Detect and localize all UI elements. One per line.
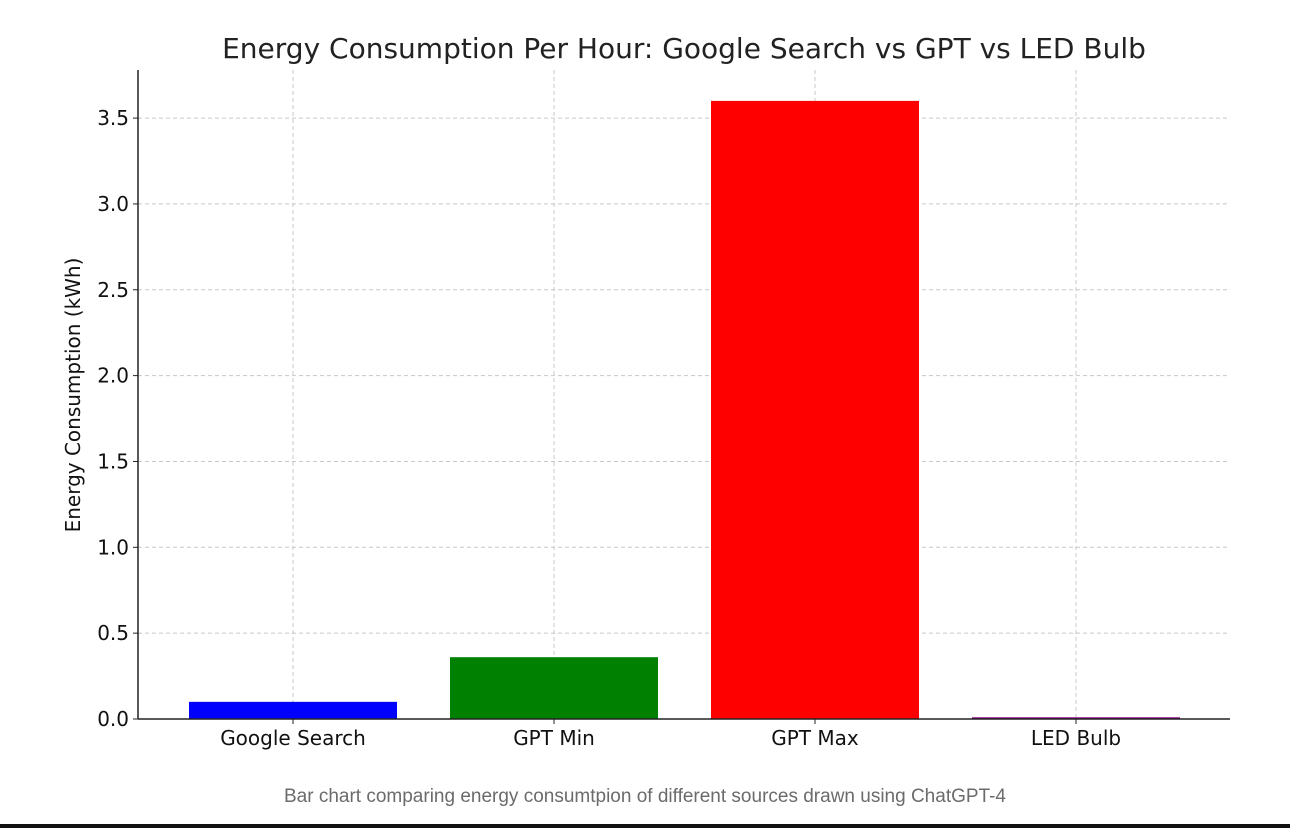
bottom-divider <box>0 824 1290 828</box>
bar-google-search <box>189 701 397 719</box>
x-tick-label: LED Bulb <box>1031 726 1121 750</box>
y-tick-label: 0.5 <box>97 621 129 645</box>
y-axis-label: Energy Consumption (kWh) <box>61 258 85 533</box>
y-tick-label: 2.5 <box>97 278 129 302</box>
chart-caption: Bar chart comparing energy consumtpion o… <box>283 786 1007 807</box>
chart-title: Energy Consumption Per Hour: Google Sear… <box>222 32 1146 65</box>
y-tick-label: 3.0 <box>97 192 129 216</box>
x-tick-label: GPT Min <box>513 726 595 750</box>
bar-led-bulb <box>972 717 1180 719</box>
y-tick-label: 0.0 <box>97 707 129 731</box>
y-tick-label: 3.5 <box>97 106 129 130</box>
bar-gpt-max <box>711 100 919 719</box>
x-tick-label: GPT Max <box>771 726 859 750</box>
x-tick-label: Google Search <box>220 726 366 750</box>
y-tick-label: 1.0 <box>97 535 129 559</box>
y-tick-label: 1.5 <box>97 449 129 473</box>
y-tick-label: 2.0 <box>97 364 129 388</box>
bar-gpt-min <box>450 657 658 719</box>
bar-chart: Google Search GPT Min GPT Max LED Bulb 0.0 0.… <box>61 32 1230 750</box>
